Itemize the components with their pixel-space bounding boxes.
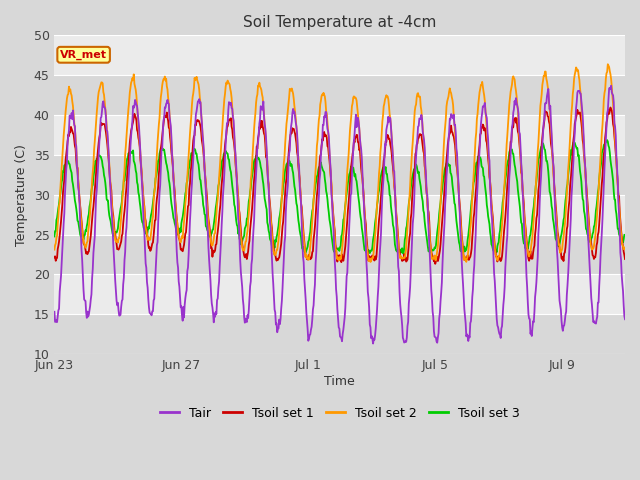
Text: VR_met: VR_met bbox=[60, 49, 107, 60]
Bar bbox=[54, 155, 625, 195]
Bar bbox=[54, 275, 625, 314]
Y-axis label: Temperature (C): Temperature (C) bbox=[15, 144, 28, 246]
Bar bbox=[54, 235, 625, 275]
Bar bbox=[54, 314, 625, 354]
Title: Soil Temperature at -4cm: Soil Temperature at -4cm bbox=[243, 15, 436, 30]
Bar bbox=[54, 195, 625, 235]
Bar bbox=[54, 36, 625, 75]
X-axis label: Time: Time bbox=[324, 375, 355, 388]
Legend: Tair, Tsoil set 1, Tsoil set 2, Tsoil set 3: Tair, Tsoil set 1, Tsoil set 2, Tsoil se… bbox=[155, 402, 525, 425]
Bar bbox=[54, 115, 625, 155]
Bar bbox=[54, 75, 625, 115]
